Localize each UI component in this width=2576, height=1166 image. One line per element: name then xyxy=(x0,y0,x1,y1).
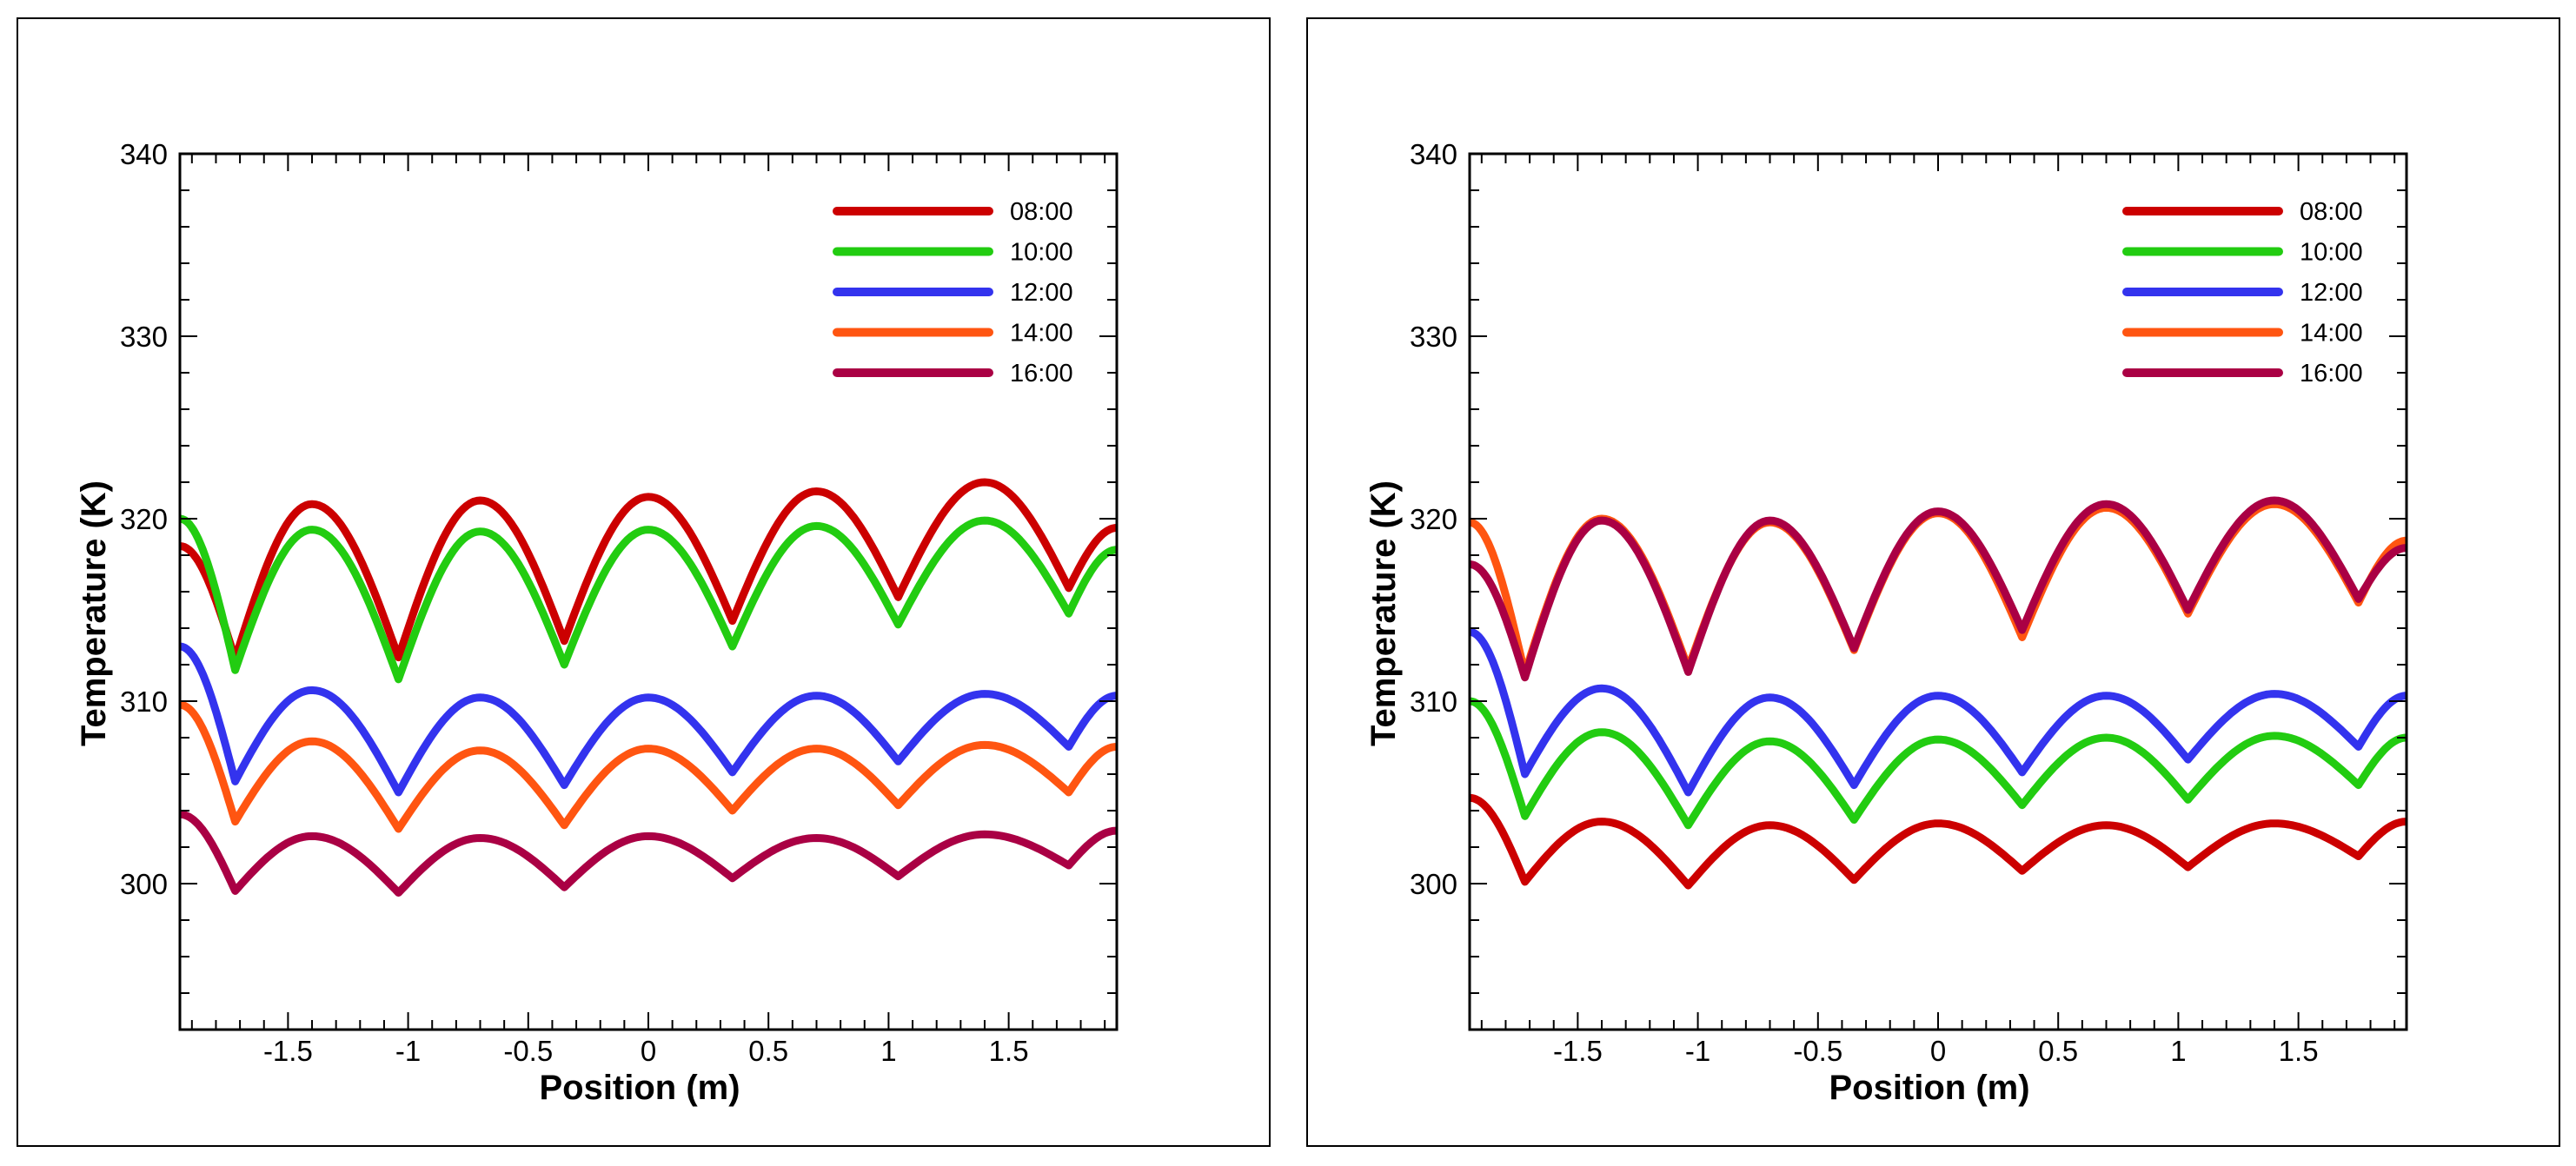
x-tick-label: -0.5 xyxy=(503,1035,553,1067)
x-tick-label: -1.5 xyxy=(263,1035,313,1067)
series-line-0800 xyxy=(1470,793,2407,890)
x-tick-label: 0 xyxy=(1930,1035,1946,1067)
legend-label: 14:00 xyxy=(1010,320,1073,348)
legend-label: 08:00 xyxy=(1010,198,1073,226)
legend-label: 08:00 xyxy=(2300,198,2363,226)
legend-label: 10:00 xyxy=(2300,239,2363,267)
x-tick-label: -1 xyxy=(395,1035,421,1067)
legend-label: 12:00 xyxy=(1010,279,1073,307)
y-tick-label: 330 xyxy=(1410,321,1457,353)
series-line-1600 xyxy=(180,810,1117,897)
y-axis-title: Temperature (K) xyxy=(1364,480,1403,746)
x-tick-label: -1.5 xyxy=(1553,1035,1603,1067)
x-tick-label: -1 xyxy=(1685,1035,1710,1067)
y-tick-label: 300 xyxy=(1410,868,1457,900)
series-line-0800 xyxy=(180,478,1117,664)
x-tick-label: 1 xyxy=(2170,1035,2186,1067)
series-line-1000 xyxy=(1470,697,2407,830)
plot-frame xyxy=(1468,152,2408,1031)
legend-label: 14:00 xyxy=(2300,320,2363,348)
x-axis-title: Position (m) xyxy=(1829,1069,2029,1107)
y-tick-label: 300 xyxy=(120,868,168,900)
chart-panel-left: 300 310 320 330 340 -1.5 -1 -0.5 0 0.5 1 1.5 Positio… xyxy=(17,17,1271,1147)
chart-panel-right: 300 310 320 330 340 -1.5 -1 -0.5 0 0.5 1 1.5 Positio… xyxy=(1306,17,2560,1147)
plot-frame xyxy=(178,152,1119,1031)
x-tick-label: 0 xyxy=(641,1035,656,1067)
x-tick-label: 1.5 xyxy=(2279,1035,2319,1067)
y-tick-label: 310 xyxy=(120,686,168,718)
y-tick-label: 320 xyxy=(1410,503,1457,535)
series-line-1400 xyxy=(1470,500,2407,678)
temperature-chart-right: 300 310 320 330 340 -1.5 -1 -0.5 0 0.5 1 1.5 Positio… xyxy=(1364,138,2408,1107)
legend-label: 10:00 xyxy=(1010,239,1073,267)
x-tick-label: -0.5 xyxy=(1793,1035,1842,1067)
series-line-1600 xyxy=(1470,496,2407,682)
x-axis-title: Position (m) xyxy=(539,1069,740,1107)
series-line-1200 xyxy=(180,642,1117,797)
series-line-1400 xyxy=(180,700,1117,833)
x-tick-label: 0.5 xyxy=(2038,1035,2078,1067)
y-axis-title: Temperature (K) xyxy=(75,480,113,746)
y-tick-label: 330 xyxy=(120,321,168,353)
y-tick-label: 320 xyxy=(120,503,168,535)
legend-label: 16:00 xyxy=(2300,360,2363,388)
legend-label: 16:00 xyxy=(1010,360,1073,388)
x-tick-label: 1 xyxy=(880,1035,896,1067)
series-line-1000 xyxy=(180,514,1117,684)
legend-label: 12:00 xyxy=(2300,279,2363,307)
y-tick-label: 340 xyxy=(120,138,168,170)
x-tick-label: 0.5 xyxy=(748,1035,788,1067)
x-tick-label: 1.5 xyxy=(989,1035,1029,1067)
series-line-1200 xyxy=(1470,627,2407,797)
y-tick-label: 310 xyxy=(1410,686,1457,718)
temperature-chart-left: 300 310 320 330 340 -1.5 -1 -0.5 0 0.5 1 1.5 Positio… xyxy=(75,138,1119,1107)
y-tick-label: 340 xyxy=(1410,138,1457,170)
